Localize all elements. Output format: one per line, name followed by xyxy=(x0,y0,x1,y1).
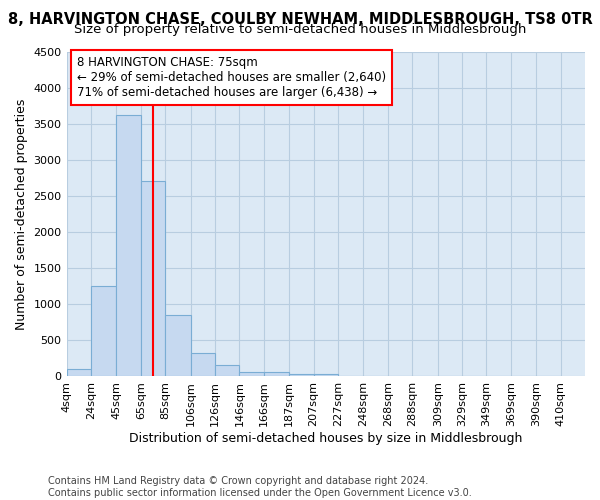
X-axis label: Distribution of semi-detached houses by size in Middlesbrough: Distribution of semi-detached houses by … xyxy=(129,432,523,445)
Bar xyxy=(215,365,239,376)
Bar xyxy=(264,372,289,376)
Text: Contains HM Land Registry data © Crown copyright and database right 2024.
Contai: Contains HM Land Registry data © Crown c… xyxy=(48,476,472,498)
Bar xyxy=(289,374,314,376)
Bar xyxy=(191,352,215,376)
Bar xyxy=(239,372,264,376)
Bar xyxy=(91,286,116,376)
Bar xyxy=(141,182,165,376)
Bar xyxy=(165,315,191,376)
Text: 8, HARVINGTON CHASE, COULBY NEWHAM, MIDDLESBROUGH, TS8 0TR: 8, HARVINGTON CHASE, COULBY NEWHAM, MIDD… xyxy=(8,12,592,28)
Y-axis label: Number of semi-detached properties: Number of semi-detached properties xyxy=(15,98,28,330)
Bar xyxy=(314,374,338,376)
Text: Size of property relative to semi-detached houses in Middlesbrough: Size of property relative to semi-detach… xyxy=(74,22,526,36)
Bar xyxy=(67,369,91,376)
Bar xyxy=(116,115,141,376)
Text: 8 HARVINGTON CHASE: 75sqm
← 29% of semi-detached houses are smaller (2,640)
71% : 8 HARVINGTON CHASE: 75sqm ← 29% of semi-… xyxy=(77,56,386,100)
